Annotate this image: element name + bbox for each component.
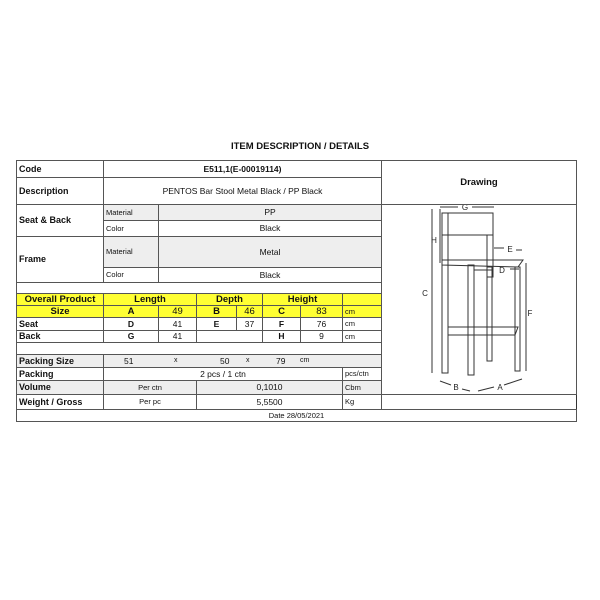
frame-material: Metal — [158, 236, 382, 268]
packing-size-label: Packing Size — [16, 354, 104, 368]
volume-label: Volume — [16, 380, 104, 395]
spacer — [16, 282, 382, 294]
dim-e: E — [507, 245, 512, 254]
dim-h-letter: H — [262, 330, 301, 343]
dim-e-value: 37 — [236, 317, 263, 331]
dim-a-letter: A — [103, 305, 159, 318]
drawing-label: Drawing — [381, 160, 577, 205]
dim-e-letter: E — [196, 317, 237, 331]
overall-unit: cm — [342, 305, 382, 318]
packing-length: 51 — [124, 356, 134, 366]
dim-g: G — [462, 205, 468, 212]
seat-back-material-label: Material — [103, 204, 159, 221]
dim-b-letter: B — [196, 305, 237, 318]
dim-h-value: 9 — [300, 330, 343, 343]
overall-product-label: Overall Product — [16, 293, 104, 306]
frame-color-label: Color — [103, 267, 159, 283]
spacer — [16, 342, 382, 355]
times-sign: x — [174, 357, 178, 364]
dim-c: C — [422, 289, 428, 298]
frame-material-label: Material — [103, 236, 159, 268]
frame-label: Frame — [16, 236, 104, 283]
volume-unit: Cbm — [342, 380, 382, 395]
unit-header — [342, 293, 382, 306]
weight-label: Weight / Gross — [16, 394, 104, 410]
seat-back-label: Seat & Back — [16, 204, 104, 237]
dim-b-value: 46 — [236, 305, 263, 318]
seat-label: Seat — [16, 317, 104, 331]
item-details-table: Code E511,1(E-00019114) Drawing Descripti… — [16, 160, 577, 422]
code-label: Code — [16, 160, 104, 178]
depth-header: Depth — [196, 293, 263, 306]
seat-back-color: Black — [158, 220, 382, 237]
frame-color: Black — [158, 267, 382, 283]
dim-c-value: 83 — [300, 305, 343, 318]
dim-b: B — [453, 383, 458, 392]
back-label: Back — [16, 330, 104, 343]
description-value: PENTOS Bar Stool Metal Black / PP Black — [103, 177, 382, 205]
weight-basis: Per pc — [103, 394, 197, 410]
packing-height: 79 — [276, 356, 286, 366]
packing-unit: pcs/ctn — [342, 367, 382, 381]
packing-size-unit: cm — [300, 357, 310, 364]
dim-d-letter: D — [103, 317, 159, 331]
height-header: Height — [262, 293, 343, 306]
dim-f-letter: F — [262, 317, 301, 331]
dim-d-value: 41 — [158, 317, 197, 331]
back-unit: cm — [342, 330, 382, 343]
drawing-cell: G H C E D F B A — [381, 204, 577, 395]
empty-cell — [196, 330, 263, 343]
weight-unit: Kg — [342, 394, 382, 410]
packing-value: 2 pcs / 1 ctn — [103, 367, 343, 381]
seat-back-material: PP — [158, 204, 382, 221]
date-footer: Date 28/05/2021 — [16, 409, 577, 422]
dim-c-letter: C — [262, 305, 301, 318]
code-value: E511,1(E-00019114) — [103, 160, 382, 178]
dim-d: D — [499, 266, 505, 275]
dim-f-value: 76 — [300, 317, 343, 331]
packing-size-value: 51 x 50 x 79 cm — [103, 354, 382, 368]
dim-g-value: 41 — [158, 330, 197, 343]
seat-back-color-label: Color — [103, 220, 159, 237]
volume-basis: Per ctn — [103, 380, 197, 395]
packing-label: Packing — [16, 367, 104, 381]
dim-g-letter: G — [103, 330, 159, 343]
dim-h: H — [431, 236, 437, 245]
seat-unit: cm — [342, 317, 382, 331]
volume-value: 0,1010 — [196, 380, 343, 395]
length-header: Length — [103, 293, 197, 306]
dim-a: A — [497, 383, 503, 392]
bar-stool-drawing: G H C E D F B A — [422, 205, 533, 393]
packing-width: 50 — [220, 356, 230, 366]
times-sign: x — [246, 357, 250, 364]
dim-a-value: 49 — [158, 305, 197, 318]
dim-f: F — [528, 309, 533, 318]
description-label: Description — [16, 177, 104, 205]
size-label: Size — [16, 305, 104, 318]
weight-value: 5,5500 — [196, 394, 343, 410]
document-title: ITEM DESCRIPTION / DETAILS — [230, 141, 370, 152]
